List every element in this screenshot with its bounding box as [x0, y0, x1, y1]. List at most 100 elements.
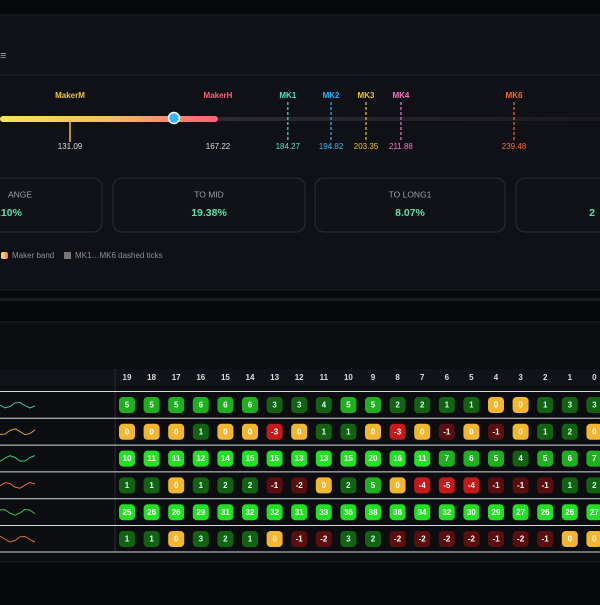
cell-value: 10: [123, 454, 132, 463]
cell-value: 29: [196, 508, 205, 517]
cell-badge: [168, 504, 185, 521]
marker-value: 167.22: [206, 142, 231, 151]
cell-value: 27: [516, 508, 525, 517]
cell-badge: [438, 504, 455, 521]
cell-badge: [561, 397, 578, 413]
cell-badge: [266, 531, 283, 547]
cell-badge: [266, 450, 283, 467]
cell-value: 0: [592, 535, 597, 544]
cell-value: 14: [221, 454, 230, 463]
cell-value: 5: [494, 454, 499, 463]
cell-value: 2: [248, 481, 253, 490]
column-header: 7: [420, 373, 425, 382]
cell-badge: [389, 504, 406, 521]
marker-label: MK3: [358, 91, 375, 100]
cell-badge: [389, 450, 406, 467]
cell-badge: [266, 423, 283, 440]
cell-badge: [192, 397, 209, 413]
marker-value: 211.88: [389, 142, 413, 151]
cell-badge: [488, 423, 504, 440]
cell-badge: [414, 504, 431, 521]
cell-badge: [119, 397, 135, 413]
stat-card: [515, 177, 600, 233]
cell-value: 25: [123, 508, 132, 517]
cell-badge: [389, 531, 406, 547]
cell-badge: [438, 423, 455, 440]
cell-value: 5: [174, 401, 179, 410]
cell-value: 1: [322, 427, 327, 436]
column-header: 3: [518, 373, 523, 382]
cell-badge: [463, 531, 480, 547]
cell-value: -1: [542, 481, 550, 490]
cell-badge: [143, 423, 160, 440]
cell-badge: [266, 397, 283, 413]
cell-value: 6: [248, 401, 253, 410]
cell-badge: [168, 423, 185, 440]
cell-badge: [192, 504, 209, 521]
cell-value: 26: [541, 508, 550, 517]
cell-badge: [340, 504, 357, 521]
cell-value: 5: [543, 454, 548, 463]
header-row: [0, 369, 600, 386]
column-header: 15: [221, 373, 230, 382]
cell-badge: [414, 531, 431, 547]
cell-value: 0: [223, 427, 228, 436]
cell-value: 29: [492, 508, 501, 517]
cell-value: -4: [468, 481, 476, 490]
cell-value: -2: [419, 535, 427, 544]
cell-value: 36: [393, 508, 402, 517]
cell-value: 33: [319, 508, 328, 517]
cell-badge: [119, 504, 135, 521]
cell-badge: [512, 423, 529, 440]
cell-badge: [340, 423, 357, 440]
cell-value: 1: [543, 401, 548, 410]
cell-value: 1: [445, 401, 450, 410]
cell-badge: [488, 450, 504, 467]
cell-badge: [242, 397, 258, 413]
column-header: 11: [320, 373, 329, 382]
cell-value: 0: [322, 481, 327, 490]
cell-value: 11: [147, 454, 156, 463]
column-header: 13: [270, 373, 279, 382]
marker-value: 184.27: [276, 142, 301, 151]
cell-value: 1: [199, 427, 204, 436]
cell-badge: [217, 477, 234, 494]
card-value: .10%: [0, 207, 23, 219]
cell-badge: [512, 531, 529, 547]
cell-value: -1: [492, 535, 500, 544]
cell-badge: [365, 423, 381, 440]
cell-value: 26: [147, 508, 156, 517]
cell-value: 0: [174, 535, 179, 544]
stat-card: [112, 177, 306, 233]
column-header: 17: [172, 373, 181, 382]
cell-value: 0: [297, 427, 302, 436]
cell-value: 31: [221, 508, 230, 517]
column-header: 16: [196, 373, 205, 382]
cell-badge: [537, 397, 554, 413]
card-label: ANGE: [8, 189, 32, 199]
cell-badge: [512, 397, 529, 413]
card-label: TO MID: [194, 189, 224, 199]
cell-badge: [143, 397, 160, 413]
column-header: 5: [469, 373, 474, 382]
cell-value: 34: [418, 508, 427, 517]
cell-badge: [192, 423, 209, 440]
cell-value: 16: [393, 454, 402, 463]
cell-value: -2: [468, 535, 476, 544]
cell-badge: [561, 504, 578, 521]
marker-label: MK1: [279, 91, 296, 100]
cell-value: 20: [369, 454, 378, 463]
cell-value: 0: [125, 427, 130, 436]
cell-value: 3: [346, 535, 351, 544]
cell-badge: [291, 450, 308, 467]
cell-badge: [168, 477, 185, 494]
cell-badge: [168, 450, 185, 467]
cell-value: 0: [272, 535, 277, 544]
cell-value: -3: [271, 427, 279, 436]
legend-label: Maker band: [12, 251, 54, 260]
column-header: 4: [494, 373, 499, 382]
cell-value: 11: [172, 454, 181, 463]
cell-badge: [192, 531, 209, 547]
cell-badge: [192, 450, 209, 467]
